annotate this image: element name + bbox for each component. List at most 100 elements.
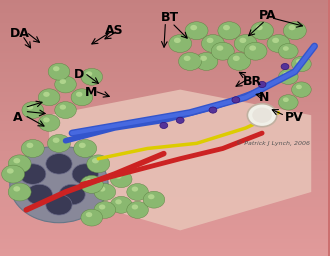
Circle shape	[174, 38, 181, 43]
Circle shape	[99, 205, 105, 209]
Circle shape	[43, 92, 50, 97]
Circle shape	[248, 104, 277, 127]
Circle shape	[26, 184, 52, 205]
Circle shape	[55, 76, 76, 93]
Circle shape	[26, 143, 33, 148]
Circle shape	[22, 102, 44, 119]
Circle shape	[7, 168, 14, 174]
Circle shape	[10, 146, 108, 223]
Circle shape	[249, 45, 256, 51]
Circle shape	[72, 164, 98, 184]
Circle shape	[13, 158, 20, 163]
Circle shape	[92, 158, 99, 163]
Circle shape	[250, 22, 274, 40]
Circle shape	[43, 118, 50, 122]
Circle shape	[46, 195, 72, 215]
Circle shape	[185, 22, 208, 40]
Circle shape	[53, 137, 59, 143]
Circle shape	[59, 184, 85, 205]
Text: A: A	[13, 111, 23, 124]
Circle shape	[27, 105, 33, 110]
Circle shape	[292, 82, 311, 97]
Text: PA: PA	[259, 9, 277, 22]
Text: AS: AS	[105, 24, 123, 37]
Circle shape	[190, 25, 197, 30]
Circle shape	[195, 52, 218, 70]
Circle shape	[207, 38, 214, 43]
Text: © Patrick J Lynch, 2006: © Patrick J Lynch, 2006	[236, 141, 310, 146]
Circle shape	[233, 56, 240, 61]
Circle shape	[223, 25, 230, 30]
Circle shape	[81, 209, 103, 226]
Circle shape	[115, 174, 122, 179]
Circle shape	[80, 175, 103, 193]
Text: BT: BT	[160, 12, 179, 24]
Circle shape	[38, 114, 60, 131]
Circle shape	[160, 122, 168, 129]
Circle shape	[127, 184, 148, 200]
Circle shape	[296, 59, 302, 64]
Circle shape	[86, 71, 92, 76]
Circle shape	[2, 165, 24, 183]
Circle shape	[292, 56, 311, 72]
Circle shape	[94, 184, 116, 200]
Text: N: N	[259, 91, 269, 104]
Circle shape	[211, 42, 234, 60]
Circle shape	[8, 155, 31, 173]
Circle shape	[244, 42, 267, 60]
Circle shape	[48, 134, 70, 152]
Circle shape	[38, 89, 60, 106]
Text: D: D	[74, 68, 84, 81]
Circle shape	[179, 52, 202, 70]
Circle shape	[132, 205, 138, 209]
Circle shape	[283, 22, 306, 40]
Circle shape	[232, 97, 240, 103]
Circle shape	[239, 38, 246, 43]
Circle shape	[8, 183, 31, 201]
Circle shape	[60, 79, 66, 84]
Circle shape	[132, 187, 138, 191]
Circle shape	[184, 56, 191, 61]
Circle shape	[252, 108, 272, 123]
Circle shape	[71, 89, 93, 106]
Circle shape	[148, 194, 154, 199]
Circle shape	[272, 38, 279, 43]
Circle shape	[46, 154, 72, 174]
Circle shape	[283, 98, 289, 102]
Circle shape	[85, 178, 92, 184]
Circle shape	[79, 143, 86, 148]
Circle shape	[94, 201, 116, 218]
Text: PV: PV	[285, 111, 304, 124]
Circle shape	[76, 92, 82, 97]
Circle shape	[279, 44, 298, 59]
Circle shape	[234, 35, 257, 52]
Circle shape	[216, 45, 223, 51]
Circle shape	[21, 140, 44, 157]
Circle shape	[283, 72, 289, 77]
Text: DA: DA	[10, 27, 30, 40]
Circle shape	[127, 201, 148, 218]
Circle shape	[209, 107, 217, 113]
PathPatch shape	[49, 90, 311, 230]
Circle shape	[283, 46, 289, 51]
Circle shape	[53, 66, 59, 71]
Circle shape	[176, 117, 184, 123]
Circle shape	[143, 191, 165, 208]
Text: BR: BR	[243, 76, 262, 88]
Circle shape	[81, 68, 103, 85]
Circle shape	[169, 35, 192, 52]
Circle shape	[20, 164, 46, 184]
Circle shape	[86, 212, 92, 217]
Circle shape	[258, 81, 266, 88]
Circle shape	[218, 22, 241, 40]
Circle shape	[296, 84, 302, 89]
Circle shape	[60, 105, 66, 110]
Circle shape	[281, 63, 289, 70]
Circle shape	[87, 155, 110, 173]
Circle shape	[202, 35, 224, 52]
Circle shape	[267, 35, 290, 52]
Circle shape	[48, 63, 70, 80]
Circle shape	[111, 196, 132, 213]
Circle shape	[74, 140, 97, 157]
Circle shape	[99, 187, 105, 191]
